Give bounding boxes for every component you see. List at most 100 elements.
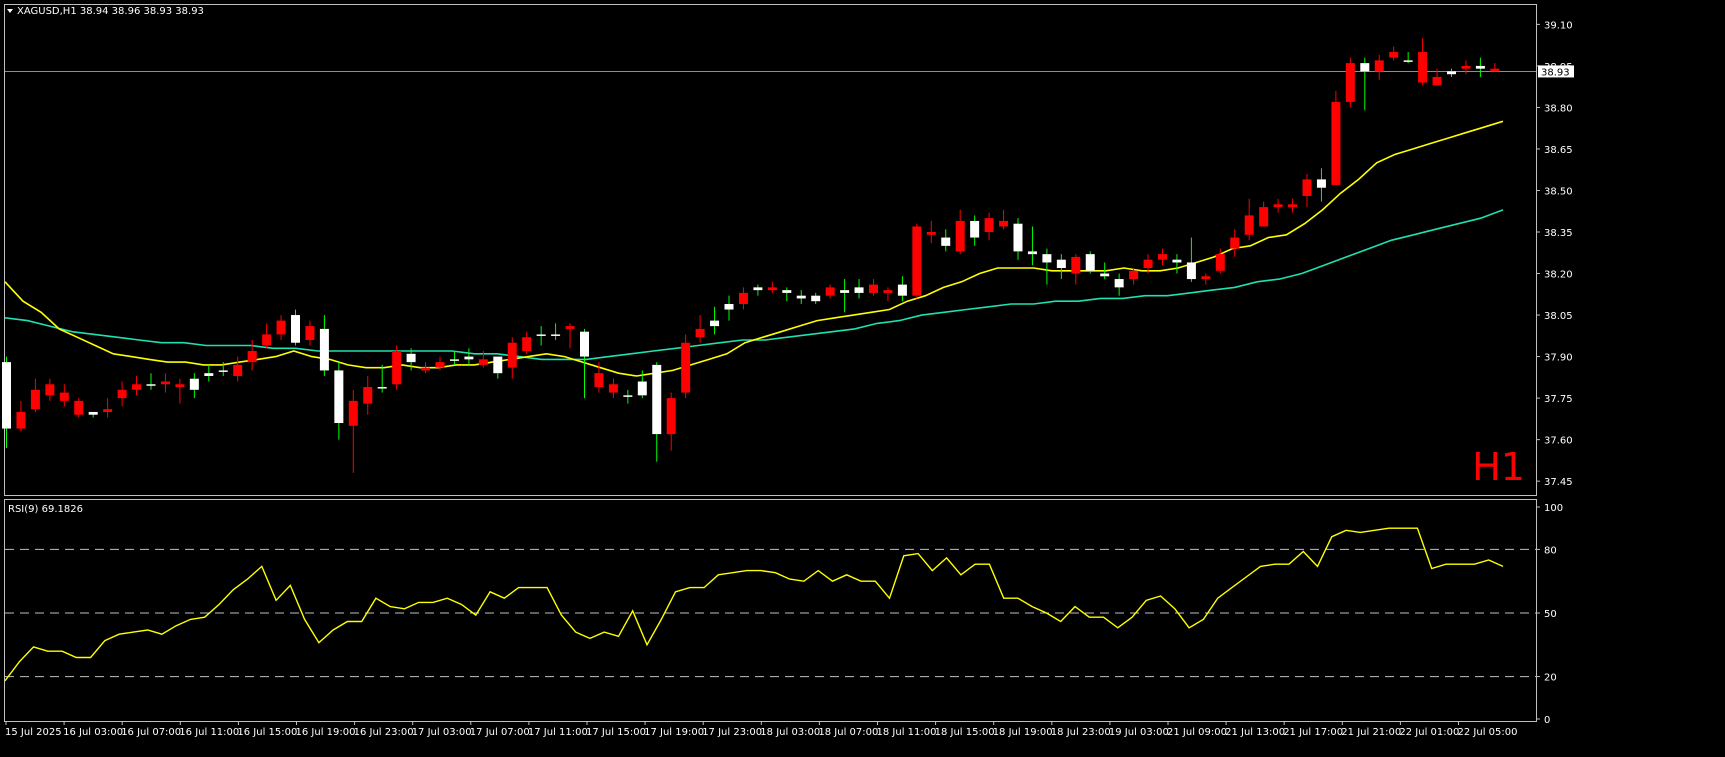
fast-moving-average-line: [4, 120, 1504, 377]
bear-candle-body: [1215, 254, 1225, 271]
rsi-panel-frame: [4, 499, 1537, 722]
rsi-tick-label: 0: [1544, 715, 1550, 726]
price-tick-label: 38.05: [1544, 311, 1573, 322]
bear-candle-body: [565, 326, 575, 329]
bear-candle-body: [363, 387, 373, 404]
bear-candle-body: [1288, 204, 1298, 208]
bull-candle-body: [406, 353, 416, 363]
bull-candle-body: [710, 320, 720, 327]
bull-candle-body: [652, 364, 662, 435]
price-tick-label: 37.90: [1544, 353, 1573, 364]
bull-candle-body: [840, 290, 850, 293]
bear-candle-body: [984, 218, 994, 233]
axis-labels-layer: 39.1038.9538.8038.6538.5038.3538.2038.05…: [5, 20, 1574, 738]
bear-candle-body: [1432, 76, 1442, 86]
bear-candle-body: [1158, 254, 1167, 260]
bear-candle-body: [247, 351, 257, 363]
bear-candle-body: [1345, 63, 1355, 102]
bull-candle-body: [464, 356, 474, 360]
current-price-box: [1538, 65, 1574, 78]
rsi-tick-label: 50: [1544, 609, 1557, 620]
grid-layer: [5, 71, 1536, 678]
time-tick-label: 22 Jul 01:00: [1399, 727, 1459, 738]
time-tick-label: 16 Jul 11:00: [179, 727, 239, 738]
current-price-label: 38.93: [1541, 67, 1570, 78]
bear-candle-body: [695, 328, 705, 338]
bull-candle-body: [1085, 254, 1095, 271]
bear-candle-body: [103, 409, 113, 412]
symbol-dropdown-triangle-icon[interactable]: [7, 9, 13, 13]
bull-candle-body: [146, 384, 156, 386]
bull-candle-body: [637, 381, 647, 396]
bear-candle-body: [1331, 101, 1341, 185]
rsi-tick-label: 20: [1544, 673, 1557, 684]
bear-candle-body: [1302, 179, 1312, 197]
symbol-header: XAGUSD,H1 38.94 38.96 38.93 38.93: [17, 6, 204, 17]
bear-candle-body: [1490, 68, 1500, 72]
bull-candle-body: [623, 395, 633, 397]
time-tick-label: 21 Jul 09:00: [1167, 727, 1227, 738]
bull-candle-body: [377, 387, 387, 389]
slow-moving-average-line: [4, 209, 1504, 361]
bear-candle-body: [825, 287, 835, 296]
main-panel-frame: [4, 4, 1537, 496]
bear-candle-body: [117, 389, 127, 399]
bull-candle-body: [897, 284, 907, 296]
bull-candle-body: [204, 373, 214, 376]
rsi-tick-label: 100: [1544, 503, 1563, 514]
time-tick-label: 18 Jul 15:00: [935, 727, 995, 738]
bull-candle-body: [1100, 273, 1110, 277]
time-tick-label: 19 Jul 03:00: [1109, 727, 1169, 738]
time-tick-label: 18 Jul 19:00: [993, 727, 1053, 738]
bear-candle-body: [233, 364, 243, 376]
time-tick-label: 17 Jul 11:00: [528, 727, 588, 738]
price-tick-label: 37.75: [1544, 394, 1573, 405]
bear-candle-body: [883, 290, 893, 293]
bull-candle-body: [1403, 60, 1413, 62]
bear-candle-body: [1259, 207, 1269, 227]
bull-candle-body: [291, 315, 300, 343]
price-tick-label: 37.45: [1544, 477, 1573, 488]
bull-candle-body: [334, 370, 344, 424]
bull-candle-body: [1114, 279, 1124, 288]
bear-candle-body: [262, 334, 272, 346]
bear-candle-body: [1273, 204, 1283, 208]
time-tick-label: 16 Jul 23:00: [354, 727, 414, 738]
bear-candle-body: [594, 373, 604, 388]
bear-candle-body: [478, 359, 488, 365]
bull-candle-body: [1475, 65, 1485, 69]
time-tick-label: 17 Jul 03:00: [412, 727, 472, 738]
bear-candle-body: [392, 351, 402, 385]
bear-candle-body: [507, 342, 517, 368]
bull-candle-body: [1027, 251, 1037, 255]
bull-candle-body: [551, 334, 561, 336]
rsi-line: [4, 527, 1504, 682]
rsi-layer: [4, 527, 1504, 682]
bear-candle-body: [666, 398, 676, 435]
time-tick-label: 17 Jul 07:00: [470, 727, 530, 738]
time-tick-label: 21 Jul 21:00: [1341, 727, 1401, 738]
bear-candle-body: [681, 342, 691, 393]
bear-candle-body: [16, 411, 26, 429]
candles-layer: [2, 38, 1500, 473]
time-tick-label: 17 Jul 23:00: [702, 727, 762, 738]
bear-candle-body: [1129, 270, 1139, 280]
rsi-header: RSI(9) 69.1826: [8, 504, 83, 515]
bear-candle-body: [305, 326, 315, 340]
bear-candle-body: [926, 232, 936, 235]
bear-candle-body: [1230, 237, 1240, 249]
bull-candle-body: [449, 359, 459, 361]
bear-candle-body: [1374, 60, 1384, 72]
bull-candle-body: [1172, 259, 1182, 263]
time-tick-label: 18 Jul 11:00: [877, 727, 937, 738]
bear-candle-body: [522, 337, 532, 352]
bull-candle-body: [2, 362, 11, 429]
price-tick-label: 38.65: [1544, 145, 1573, 156]
bear-candle-body: [421, 367, 431, 371]
time-tick-label: 18 Jul 07:00: [818, 727, 878, 738]
bear-candle-body: [30, 389, 40, 410]
bull-candle-body: [218, 370, 228, 372]
time-tick-label: 18 Jul 23:00: [1051, 727, 1111, 738]
time-tick-label: 16 Jul 15:00: [237, 727, 297, 738]
bull-candle-body: [970, 220, 980, 238]
